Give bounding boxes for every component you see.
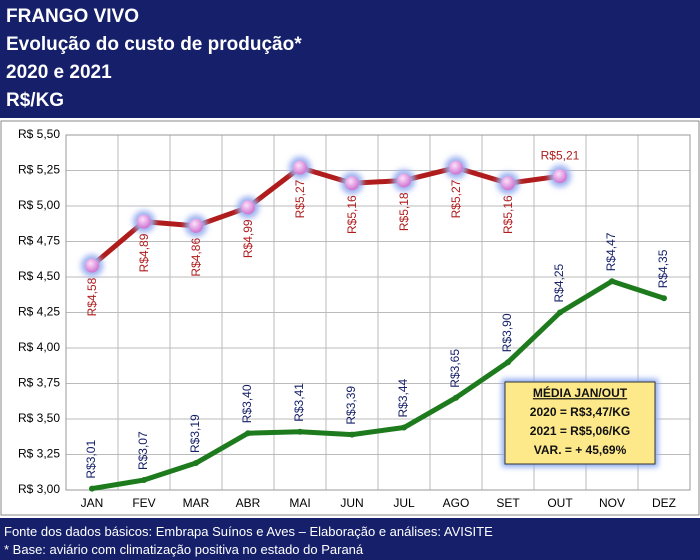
marker	[293, 160, 307, 175]
x-tick-label: SET	[496, 496, 520, 510]
x-tick-label: JAN	[81, 496, 104, 510]
marker	[89, 485, 95, 492]
value-label: R$5,27	[449, 179, 463, 218]
marker	[345, 176, 359, 191]
header-line: R$/KG	[6, 90, 65, 111]
y-tick-label: R$ 3,25	[18, 447, 60, 461]
x-tick-label: AGO	[443, 496, 470, 510]
annotation-line: VAR. = + 45,69%	[534, 443, 627, 457]
value-label: R$3,41	[292, 383, 306, 422]
marker	[241, 200, 255, 215]
marker	[609, 278, 615, 285]
marker	[85, 258, 99, 273]
value-label: R$5,16	[501, 195, 515, 234]
marker	[453, 394, 459, 401]
marker	[661, 295, 667, 302]
marker	[245, 430, 251, 437]
x-tick-label: JUL	[393, 496, 415, 510]
value-label: R$3,19	[188, 414, 202, 453]
marker	[349, 431, 355, 438]
value-label: R$3,90	[500, 313, 514, 352]
y-tick-label: R$ 4,25	[18, 305, 60, 319]
header-line: FRANGO VIVO	[6, 6, 140, 27]
value-label: R$4,89	[137, 233, 151, 272]
marker	[193, 460, 199, 467]
series-line	[91, 278, 665, 492]
plot-border	[65, 134, 691, 491]
x-tick-label: DEZ	[652, 496, 676, 510]
value-label: R$4,99	[241, 219, 255, 258]
annotation-line: 2021 = R$5,06/KG	[530, 424, 630, 438]
value-label: R$4,35	[656, 249, 670, 288]
footer: Fonte dos dados básicos: Embrapa Suínos …	[0, 518, 700, 560]
y-tick-label: R$ 3,50	[18, 411, 60, 425]
x-tick-label: MAI	[289, 496, 310, 510]
marker	[505, 359, 511, 366]
value-label: R$4,58	[85, 277, 99, 316]
marker	[553, 169, 567, 184]
y-tick-label: R$ 3,75	[18, 376, 60, 390]
y-tick-label: R$ 4,00	[18, 340, 60, 354]
marker	[501, 176, 515, 191]
value-label: R$5,18	[397, 192, 411, 231]
footer-line: Fonte dos dados básicos: Embrapa Suínos …	[4, 524, 493, 539]
value-label: R$3,01	[84, 440, 98, 479]
chart: R$ 3,00 R$ 3,25 R$ 3,50 R$ 3,75 R$ 4,00 R$ 4,…	[0, 120, 700, 516]
value-label: R$4,25	[552, 263, 566, 302]
marker	[557, 309, 563, 316]
value-label: R$3,39	[344, 386, 358, 425]
annotation-line: MÉDIA JAN/OUT	[533, 385, 628, 400]
y-tick-label: R$ 4,50	[18, 269, 60, 283]
x-tick-label: JUN	[340, 496, 363, 510]
header-line: Evolução do custo de produção*	[6, 34, 302, 55]
footer-line: * Base: aviário com climatização positiv…	[4, 542, 364, 557]
y-tick-label: R$ 5,00	[18, 198, 60, 212]
y-tick-label: R$ 3,00	[18, 482, 60, 496]
value-label: R$3,40	[240, 384, 254, 423]
x-tick-label: MAR	[183, 496, 210, 510]
value-label: R$5,16	[345, 195, 359, 234]
x-tick-label: OUT	[547, 496, 573, 510]
x-tick-label: FEV	[132, 496, 155, 510]
marker	[189, 218, 203, 233]
marker	[297, 428, 303, 435]
annotation-box	[504, 381, 656, 465]
value-label: R$3,65	[448, 349, 462, 388]
value-label: R$3,44	[396, 378, 410, 417]
header-line: 2020 e 2021	[6, 62, 112, 83]
series-line	[90, 165, 561, 268]
value-label: R$4,47	[604, 232, 618, 271]
value-label: R$5,27	[293, 179, 307, 218]
value-label: R$4,86	[189, 238, 203, 277]
x-tick-label: NOV	[599, 496, 625, 510]
x-tick-label: ABR	[236, 496, 261, 510]
marker	[137, 214, 151, 229]
annotation-line: 2020 = R$3,47/KG	[530, 405, 630, 419]
marker	[141, 477, 147, 484]
y-tick-label: R$ 5,25	[18, 163, 60, 177]
y-tick-label: R$ 4,75	[18, 234, 60, 248]
marker	[401, 424, 407, 431]
y-tick-label: R$ 5,50	[18, 127, 60, 141]
value-label: R$5,21	[541, 148, 580, 162]
marker	[449, 160, 463, 175]
header: FRANGO VIVO Evolução do custo de produçã…	[0, 0, 700, 118]
value-label: R$3,07	[136, 431, 150, 470]
marker	[397, 173, 411, 188]
